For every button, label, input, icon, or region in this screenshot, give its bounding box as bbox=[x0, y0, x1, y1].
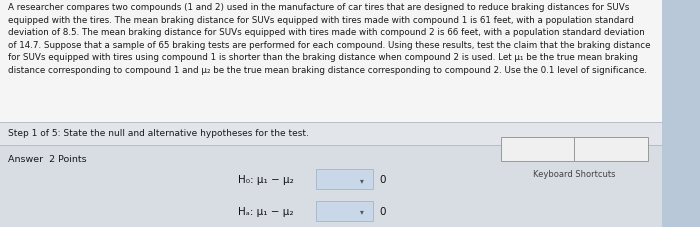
Bar bbox=[662, 0, 700, 227]
Text: Step 1 of 5: State the null and alternative hypotheses for the test.: Step 1 of 5: State the null and alternat… bbox=[8, 128, 309, 137]
Text: H₀: μ₁ − μ₂: H₀: μ₁ − μ₂ bbox=[238, 174, 294, 184]
Bar bbox=[0, 0, 662, 123]
Text: ▾: ▾ bbox=[360, 207, 364, 216]
FancyBboxPatch shape bbox=[500, 137, 574, 161]
Text: Answer  2 Points: Answer 2 Points bbox=[8, 154, 87, 163]
FancyBboxPatch shape bbox=[316, 201, 373, 222]
Text: ▾: ▾ bbox=[360, 175, 364, 184]
Text: ■  Keypad: ■ Keypad bbox=[589, 145, 633, 154]
Text: Hₐ: μ₁ − μ₂: Hₐ: μ₁ − μ₂ bbox=[238, 206, 293, 216]
Bar bbox=[0, 123, 662, 145]
Text: 0: 0 bbox=[379, 174, 386, 184]
Bar bbox=[0, 145, 662, 227]
FancyBboxPatch shape bbox=[316, 169, 373, 190]
Text: Keyboard Shortcuts: Keyboard Shortcuts bbox=[533, 169, 615, 178]
FancyBboxPatch shape bbox=[574, 137, 648, 161]
Text: ■  Tables: ■ Tables bbox=[517, 145, 557, 154]
Text: 0: 0 bbox=[379, 206, 386, 216]
Text: A researcher compares two compounds (1 and 2) used in the manufacture of car tir: A researcher compares two compounds (1 a… bbox=[8, 3, 651, 75]
